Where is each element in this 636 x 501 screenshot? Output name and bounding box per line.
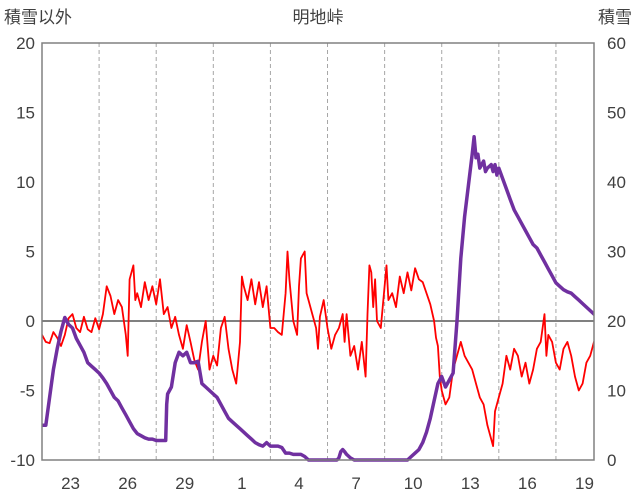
y-right-tick-4: 20 — [607, 312, 626, 331]
y-left-tick-3: 5 — [26, 243, 35, 262]
series-group — [42, 135, 594, 462]
y-left-tick-6: -10 — [10, 451, 35, 470]
x-tick-4: 4 — [294, 474, 303, 493]
y-right-ticks: 60 50 40 30 20 10 0 — [607, 34, 626, 470]
plot-frame — [41, 42, 595, 461]
y-left-ticks: 20 15 10 5 0 -5 -10 — [10, 34, 35, 470]
y-right-tick-1: 50 — [607, 104, 626, 123]
series-line-snow-depth — [42, 135, 594, 462]
series-line-temperature — [42, 250, 594, 448]
y-right-tick-3: 30 — [607, 243, 626, 262]
chart-title: 明地峠 — [293, 8, 344, 27]
x-tick-5: 7 — [351, 474, 360, 493]
y-right-tick-6: 0 — [607, 451, 616, 470]
y-right-tick-0: 60 — [607, 34, 626, 53]
x-ticks: 23 26 29 1 4 7 10 13 16 19 — [61, 474, 594, 493]
y-right-tick-5: 10 — [607, 382, 626, 401]
x-tick-3: 1 — [237, 474, 246, 493]
y-left-tick-1: 15 — [16, 104, 35, 123]
y-left-tick-2: 10 — [16, 173, 35, 192]
plot-frame-group — [41, 42, 595, 461]
x-tick-1: 26 — [118, 474, 137, 493]
y-right-label: 積雪 — [598, 8, 632, 27]
y-left-label: 積雪以外 — [4, 8, 72, 27]
x-tick-2: 29 — [175, 474, 194, 493]
y-left-tick-4: 0 — [26, 312, 35, 331]
y-left-tick-0: 20 — [16, 34, 35, 53]
x-tick-9: 19 — [575, 474, 594, 493]
y-left-tick-5: -5 — [20, 382, 35, 401]
x-tick-0: 23 — [61, 474, 80, 493]
x-tick-6: 10 — [404, 474, 423, 493]
x-tick-8: 16 — [518, 474, 537, 493]
x-tick-7: 13 — [461, 474, 480, 493]
y-right-tick-2: 40 — [607, 173, 626, 192]
